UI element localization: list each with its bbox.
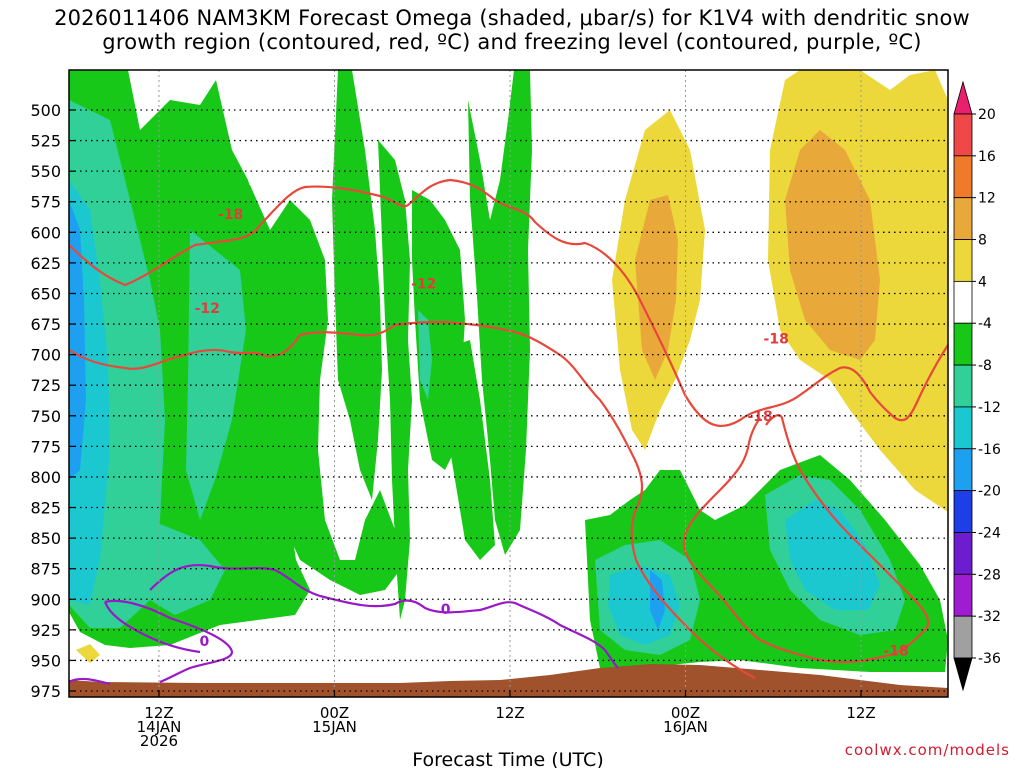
dendritic-contour-upper — [68, 178, 949, 427]
colorbar-label: 12 — [978, 191, 996, 207]
contours — [68, 178, 949, 686]
x-tick-label: 12Z — [495, 704, 524, 722]
x-tick-label: 12Z — [846, 704, 875, 722]
contour-label: -18 — [764, 332, 789, 348]
colorbar-swatch — [953, 615, 973, 659]
colorbar-swatch — [953, 239, 973, 282]
colorbar-swatch — [953, 113, 973, 157]
y-tick-label: 950 — [30, 651, 61, 670]
y-tick-label: 625 — [30, 254, 61, 273]
chart-title-line-1: 2026011406 NAM3KM Forecast Omega (shaded… — [54, 6, 970, 30]
freezing-level-contour — [68, 564, 619, 686]
contour-label: -18 — [218, 207, 243, 223]
colorbar-swatch — [953, 490, 973, 533]
y-tick-label: 700 — [30, 346, 61, 365]
colorbar-label: -24 — [978, 525, 1001, 541]
omega-teal-left-b — [186, 230, 246, 520]
dendritic-contour-inner — [682, 414, 930, 664]
colorbar-label: -28 — [978, 567, 1001, 583]
x-tick-label: 2026 — [140, 732, 178, 750]
colorbar-swatch — [953, 406, 973, 450]
y-tick-label: 600 — [30, 223, 61, 242]
omega-orange-right — [785, 130, 880, 360]
contour-labels: -18 -12 -12 -18 -18 -18 0 0 — [195, 207, 909, 660]
x-tick-label: 14JAN — [137, 718, 182, 736]
y-tick-label: 650 — [30, 284, 61, 303]
site-credit: coolwx.com/models — [844, 741, 1010, 759]
y-axis: 500 525 550 575 600 625 650 675 700 725 750 775 800 8… — [30, 101, 76, 701]
y-tick-label: 900 — [30, 590, 61, 609]
contour-label: 0 — [199, 634, 209, 650]
x-tick-label: 12Z — [144, 704, 173, 722]
y-tick-label: 825 — [30, 499, 61, 518]
y-tick-label: 925 — [30, 621, 61, 640]
colorbar-label: 16 — [978, 149, 996, 165]
x-axis-label: Forecast Time (UTC) — [412, 749, 603, 768]
colorbar-label: 4 — [978, 274, 987, 290]
x-tick-label: 00Z — [671, 704, 700, 722]
omega-shaded-field — [69, 70, 948, 697]
contour-label: -18 — [883, 644, 908, 660]
omega-green-col-f — [232, 180, 400, 595]
x-tick-label: 15JAN — [312, 718, 357, 736]
y-tick-label: 550 — [30, 162, 61, 181]
plot-frame — [68, 69, 949, 698]
colorbar-swatch — [953, 280, 973, 324]
y-tick-label: 725 — [30, 376, 61, 395]
colorbar-label: -16 — [978, 442, 1001, 458]
y-tick-label: 675 — [30, 315, 61, 334]
colorbar-label: 8 — [978, 233, 987, 249]
omega-yellow-small — [76, 644, 100, 663]
omega-green-col-a — [332, 70, 382, 500]
colorbar-bottom-triangle — [953, 657, 973, 692]
omega-cyan-lower-right-b — [785, 500, 880, 610]
x-tick-label: 00Z — [320, 704, 349, 722]
colorbar-label: -4 — [978, 316, 992, 332]
x-tick-label: 16JAN — [663, 718, 708, 736]
colorbar-swatch — [953, 155, 973, 199]
omega-blue-lower-right-a — [650, 570, 665, 630]
dendritic-contour-lower — [68, 320, 756, 679]
omega-cyan-col — [418, 310, 432, 400]
colorbar-label: 20 — [978, 107, 996, 123]
contour-label: -18 — [747, 409, 772, 425]
colorbar-swatch — [953, 448, 973, 492]
omega-green-col-b — [378, 140, 412, 620]
colorbar-swatch — [953, 197, 973, 240]
omega-teal-left-c — [150, 520, 225, 615]
colorbar-label: -8 — [978, 358, 992, 374]
colorbar-label: -12 — [978, 400, 1001, 416]
y-tick-label: 775 — [30, 437, 61, 456]
y-tick-label: 575 — [30, 193, 61, 212]
colorbar-swatch — [953, 322, 973, 366]
y-tick-label: 875 — [30, 560, 61, 579]
y-tick-label: 800 — [30, 468, 61, 487]
chart-title-line-2: growth region (contoured, red, ºC) and f… — [102, 30, 922, 54]
colorbar-swatch — [953, 364, 973, 408]
y-tick-label: 525 — [30, 132, 61, 151]
omega-orange-mid — [635, 195, 678, 380]
grid — [69, 70, 948, 697]
contour-label: -12 — [195, 301, 220, 317]
colorbar-label: -36 — [978, 651, 1001, 667]
colorbar-label: -32 — [978, 609, 1001, 625]
omega-lightblue-left — [69, 200, 86, 480]
terrain — [69, 664, 948, 697]
contour-label: 0 — [441, 602, 451, 618]
contour-label: -12 — [411, 277, 436, 293]
y-tick-label: 975 — [30, 682, 61, 701]
y-tick-label: 750 — [30, 407, 61, 426]
colorbar-label: -20 — [978, 484, 1001, 500]
y-tick-label: 850 — [30, 529, 61, 548]
colorbar: 20 16 12 8 4 -4 -8 -12 -16 -20 -24 -28 -32 -36 — [953, 80, 1001, 692]
y-tick-label: 500 — [30, 101, 61, 120]
colorbar-swatch — [953, 532, 973, 575]
omega-green-col-d — [440, 340, 495, 560]
colorbar-top-triangle — [953, 80, 973, 115]
colorbar-swatch — [953, 573, 973, 617]
